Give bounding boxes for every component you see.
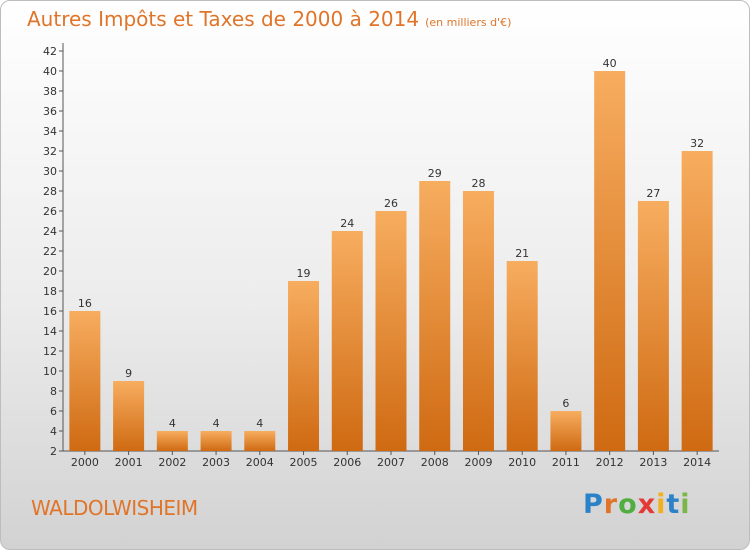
x-tick-label: 2006 — [333, 456, 361, 469]
logo-letter: i — [680, 489, 691, 520]
y-tick-label: 16 — [43, 305, 57, 318]
chart-title: Autres Impôts et Taxes de 2000 à 2014 (en… — [27, 7, 511, 31]
x-tick-label: 2010 — [508, 456, 536, 469]
bar — [506, 261, 538, 451]
bar-value-label: 19 — [297, 267, 311, 280]
logo-letter: P — [583, 489, 604, 520]
bar-value-label: 29 — [428, 167, 442, 180]
bar — [594, 71, 626, 451]
bar — [681, 151, 713, 451]
bar — [419, 181, 451, 451]
bar-value-label: 21 — [515, 247, 529, 260]
bar-value-label: 4 — [213, 417, 220, 430]
chart-title-unit: (en milliers d'€) — [425, 16, 512, 29]
bar-value-label: 9 — [125, 367, 132, 380]
x-tick-label: 2009 — [464, 456, 492, 469]
bar — [550, 411, 582, 451]
bar-value-label: 4 — [169, 417, 176, 430]
y-tick-label: 2 — [50, 445, 57, 458]
bar — [156, 431, 188, 451]
y-tick-label: 12 — [43, 345, 57, 358]
x-tick-label: 2014 — [683, 456, 711, 469]
x-tick-label: 2008 — [421, 456, 449, 469]
x-tick-label: 2012 — [596, 456, 624, 469]
bar-value-label: 24 — [340, 217, 354, 230]
y-tick-label: 36 — [43, 105, 57, 118]
x-tick-label: 2003 — [202, 456, 230, 469]
y-tick-label: 38 — [43, 85, 57, 98]
bar — [462, 191, 494, 451]
bar — [113, 381, 145, 451]
y-tick-label: 20 — [43, 265, 57, 278]
x-tick-label: 2001 — [115, 456, 143, 469]
bar-value-label: 4 — [256, 417, 263, 430]
logo-letter: x — [637, 489, 657, 520]
x-tick-label: 2011 — [552, 456, 580, 469]
bar — [331, 231, 363, 451]
town-name: WALDOLWISHEIM — [31, 496, 198, 520]
logo-letter: t — [666, 489, 681, 520]
x-tick-label: 2007 — [377, 456, 405, 469]
bar — [69, 311, 101, 451]
proxiti-logo: Proxiti — [583, 489, 691, 520]
y-tick-label: 8 — [50, 385, 57, 398]
bar — [637, 201, 669, 451]
y-tick-label: 26 — [43, 205, 57, 218]
bar-value-label: 6 — [562, 397, 569, 410]
y-tick-label: 24 — [43, 225, 57, 238]
y-tick-label: 32 — [43, 145, 57, 158]
bar-value-label: 40 — [603, 57, 617, 70]
y-tick-label: 14 — [43, 325, 57, 338]
x-tick-label: 2002 — [158, 456, 186, 469]
bar — [375, 211, 407, 451]
logo-letter: r — [603, 489, 619, 520]
y-tick-label: 22 — [43, 245, 57, 258]
y-tick-label: 10 — [43, 365, 57, 378]
y-tick-label: 42 — [43, 45, 57, 58]
y-tick-label: 40 — [43, 65, 57, 78]
logo-letter: o — [618, 489, 638, 520]
bar-value-label: 26 — [384, 197, 398, 210]
y-tick-label: 18 — [43, 285, 57, 298]
bar-value-label: 28 — [471, 177, 485, 190]
x-tick-label: 2005 — [290, 456, 318, 469]
y-tick-label: 34 — [43, 125, 57, 138]
x-tick-label: 2004 — [246, 456, 274, 469]
bar — [200, 431, 232, 451]
logo-letter: i — [656, 489, 667, 520]
y-tick-label: 6 — [50, 405, 57, 418]
x-tick-label: 2000 — [71, 456, 99, 469]
y-tick-label: 30 — [43, 165, 57, 178]
y-tick-label: 4 — [50, 425, 57, 438]
bar-value-label: 32 — [690, 137, 704, 150]
chart-title-text: Autres Impôts et Taxes de 2000 à 2014 — [27, 7, 420, 31]
bar-value-label: 16 — [78, 297, 92, 310]
x-tick-label: 2013 — [639, 456, 667, 469]
bar — [288, 281, 320, 451]
bar-value-label: 27 — [646, 187, 660, 200]
bar — [244, 431, 276, 451]
y-tick-label: 28 — [43, 185, 57, 198]
